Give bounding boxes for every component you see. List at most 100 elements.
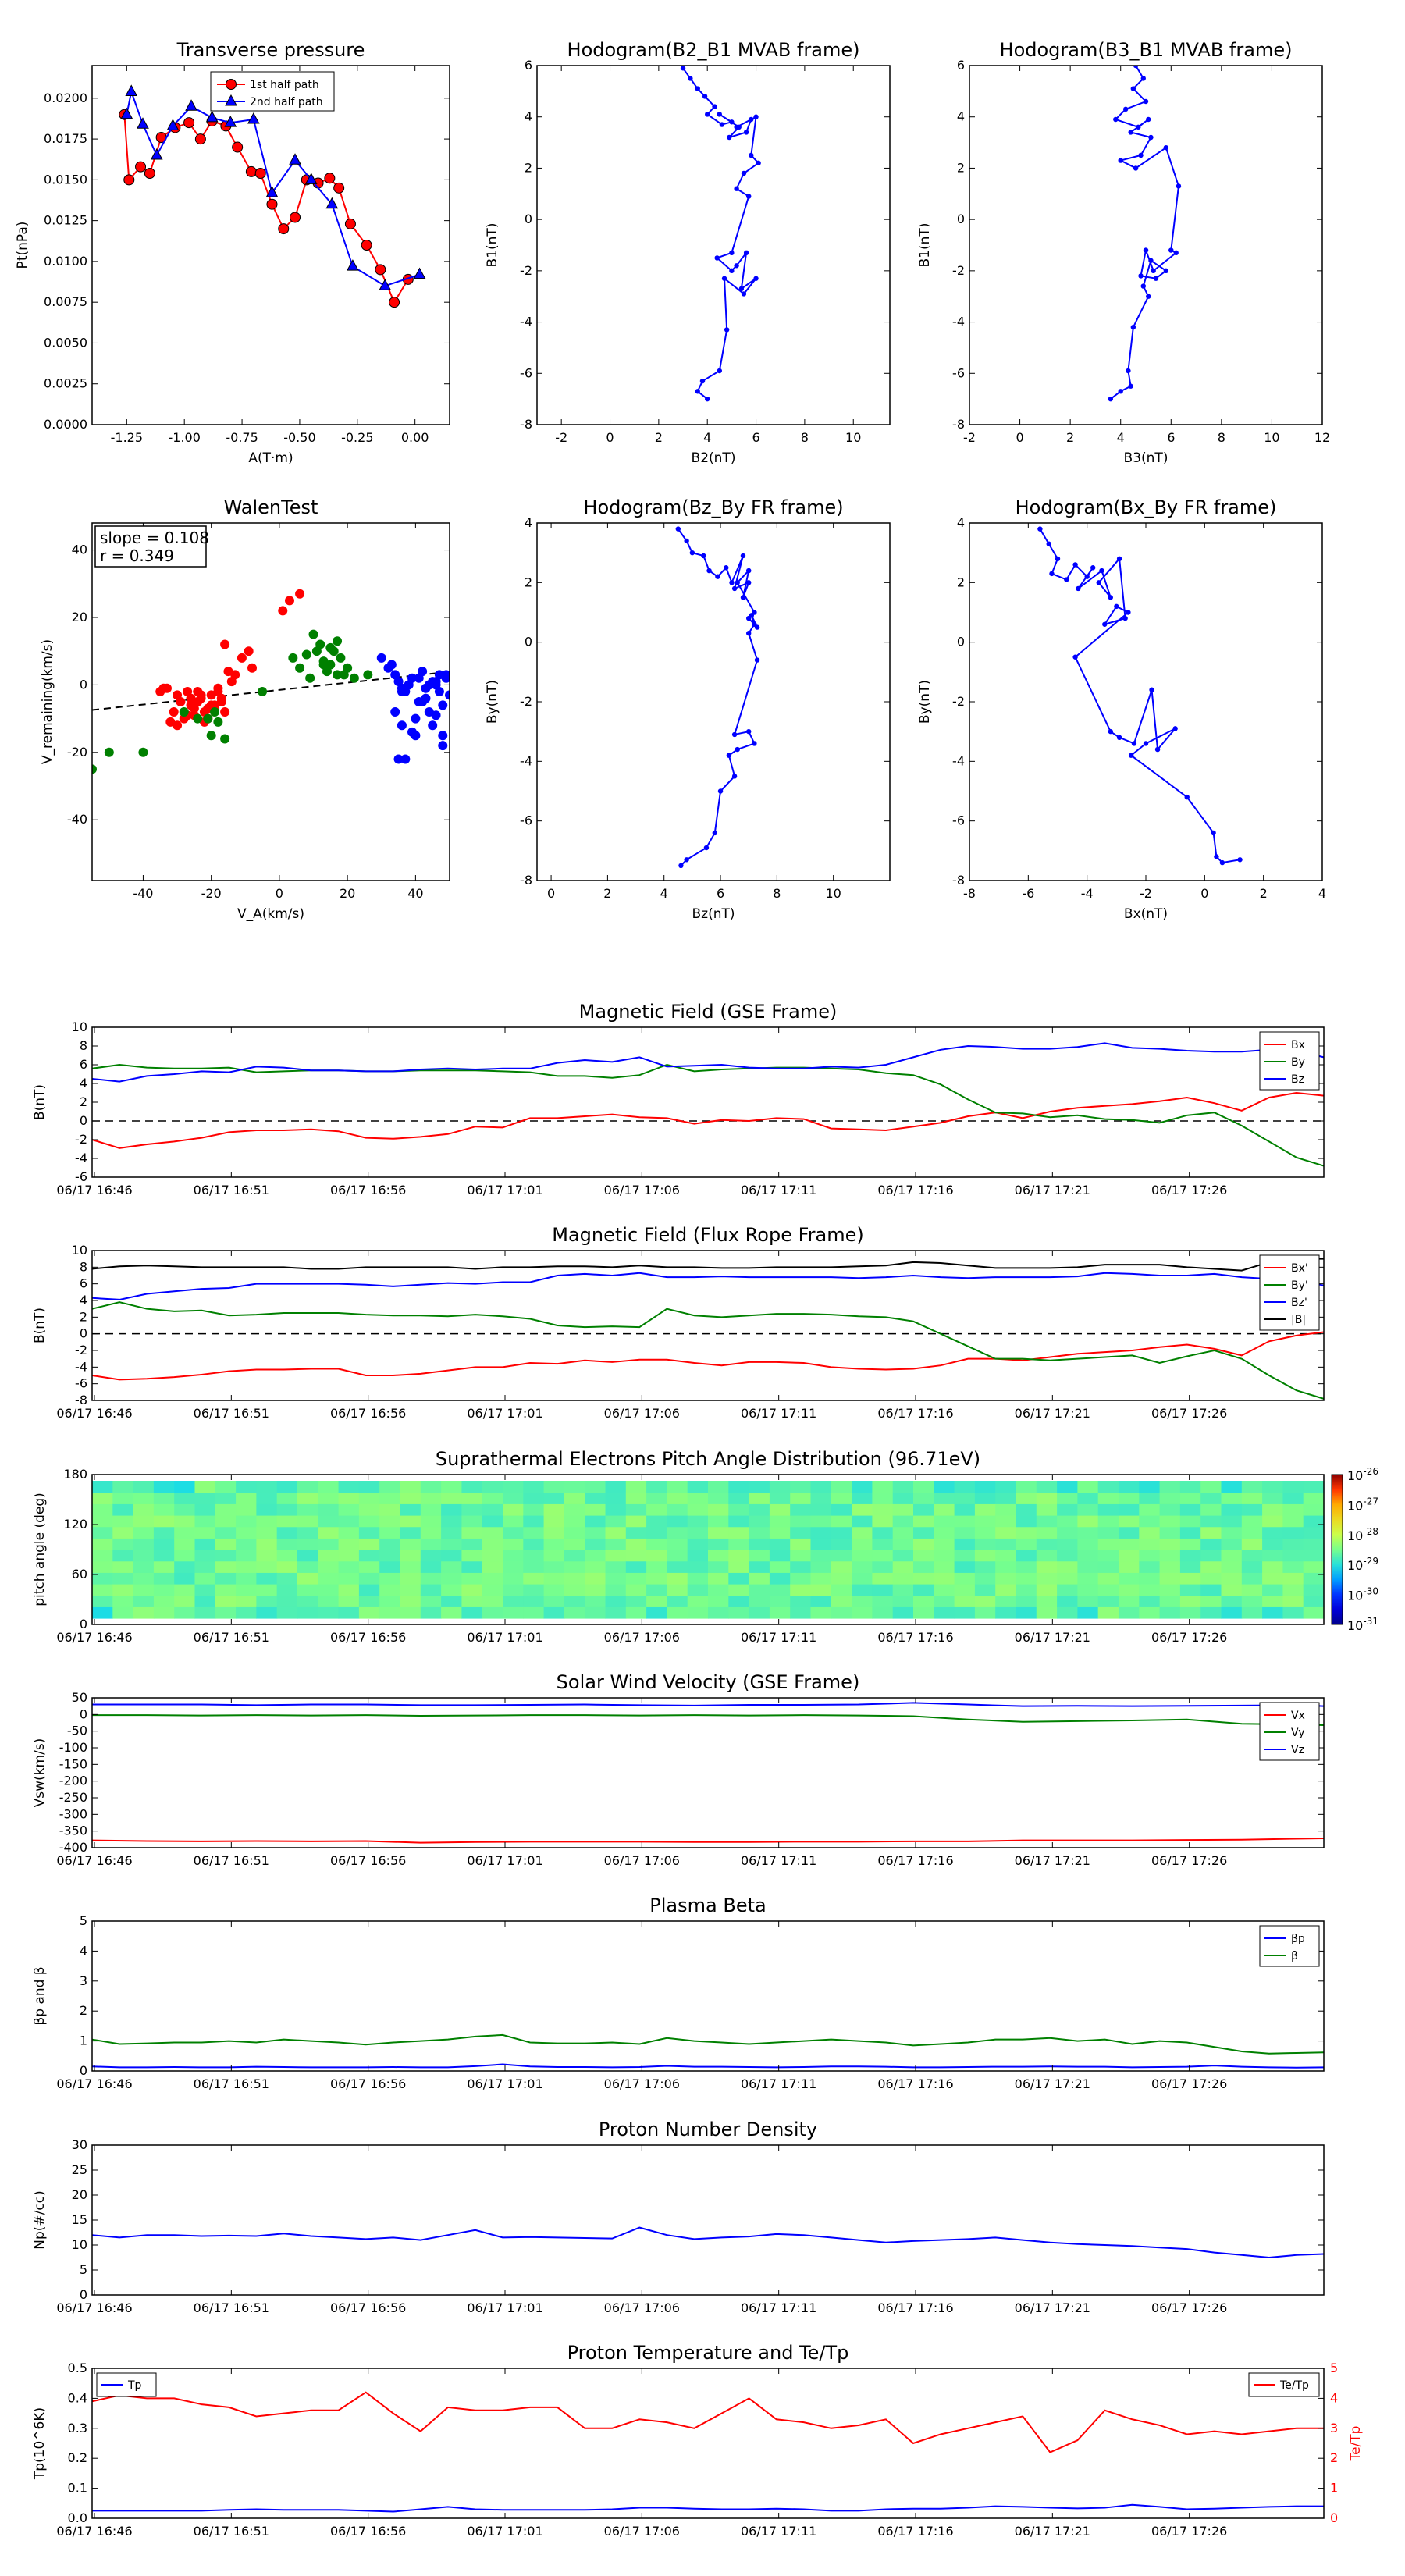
heatmap-cell	[400, 1526, 422, 1539]
heatmap-cell	[256, 1595, 278, 1607]
data-point	[176, 697, 186, 706]
plot-area	[92, 589, 450, 774]
data-point	[678, 863, 684, 869]
heatmap-cell	[1200, 1572, 1222, 1585]
y-tick-label: -20	[67, 745, 87, 760]
heatmap-cell	[1077, 1560, 1099, 1573]
heatmap-cell	[482, 1538, 503, 1550]
heatmap-cell	[174, 1538, 196, 1550]
data-point	[1046, 541, 1051, 546]
heatmap-cell	[236, 1538, 257, 1550]
heatmap-cell	[1282, 1572, 1304, 1585]
data-point	[185, 99, 197, 111]
y-tick-label: -40	[67, 812, 87, 827]
y-tick-label: 2	[525, 160, 532, 175]
heatmap-cell	[441, 1538, 462, 1550]
heatmap-cell	[749, 1560, 770, 1573]
heatmap-cell	[810, 1572, 832, 1585]
heatmap-cell	[831, 1481, 852, 1493]
heatmap-cell	[852, 1526, 873, 1539]
heatmap-cell	[523, 1492, 545, 1504]
heatmap-cell	[256, 1503, 278, 1516]
data-point	[173, 720, 183, 731]
heatmap-cell	[708, 1538, 729, 1550]
heatmap-cell	[503, 1606, 524, 1619]
y-tick-label: 2	[80, 2003, 87, 2018]
heatmap-cell	[1016, 1572, 1037, 1585]
colorbar-label: 10-30	[1347, 1586, 1378, 1603]
heatmap-cell	[358, 1606, 380, 1619]
chart-title: Magnetic Field (Flux Rope Frame)	[552, 1224, 863, 1246]
x-tick-label: 06/17 17:06	[604, 1853, 680, 1868]
data-point	[1126, 610, 1131, 615]
legend-label: Te/Tp	[1279, 2379, 1309, 2392]
x-axis-label: Bz(nT)	[692, 906, 735, 922]
heatmap-cell	[523, 1503, 545, 1516]
y-axis-label: By(nT)	[485, 680, 500, 724]
data-point	[715, 574, 720, 579]
heatmap-cell	[954, 1515, 976, 1528]
heatmap-cell	[831, 1572, 852, 1585]
y-tick-label: -6	[952, 365, 965, 380]
data-point	[1237, 857, 1243, 863]
data-point	[224, 116, 237, 127]
heatmap-cell	[728, 1503, 750, 1516]
y-right-tick-label: 3	[1330, 2421, 1338, 2435]
heatmap-cell	[605, 1492, 627, 1504]
x-tick-label: 6	[1167, 430, 1175, 445]
heatmap-cell	[564, 1560, 585, 1573]
heatmap-cell	[810, 1595, 832, 1607]
colorbar-label: 10-27	[1347, 1496, 1378, 1513]
heatmap-cell	[1303, 1492, 1325, 1504]
data-point	[169, 706, 179, 717]
x-tick-label: 06/17 16:51	[194, 1406, 269, 1421]
heatmap-cell	[1119, 1515, 1140, 1528]
heatmap-cell	[1262, 1550, 1283, 1562]
x-tick-label: 10	[826, 886, 841, 901]
heatmap-cell	[1057, 1503, 1078, 1516]
x-tick-label: 8	[773, 886, 781, 901]
data-point	[1136, 124, 1141, 130]
heatmap-cell	[954, 1606, 976, 1619]
data-point	[1122, 615, 1128, 621]
heatmap-cell	[605, 1503, 627, 1516]
series-line	[682, 67, 760, 400]
heatmap-cell	[1159, 1572, 1181, 1585]
heatmap-cell	[1179, 1595, 1201, 1607]
heatmap-cell	[194, 1526, 216, 1539]
heatmap-cell	[400, 1595, 422, 1607]
x-tick-label: 10	[1264, 430, 1279, 445]
colorbar	[1331, 1474, 1343, 1625]
data-point	[213, 683, 223, 693]
x-tick-label: 4	[1318, 886, 1326, 901]
heatmap-cell	[1282, 1560, 1304, 1573]
x-tick-label: 06/17 17:16	[877, 1630, 953, 1645]
x-tick-label: -2	[963, 430, 976, 445]
heatmap-cell	[276, 1526, 298, 1539]
heatmap-cell	[461, 1526, 483, 1539]
heatmap-cell	[1036, 1606, 1058, 1619]
data-point	[189, 703, 199, 713]
data-point	[754, 657, 760, 663]
x-tick-label: 06/17 16:46	[56, 2524, 132, 2539]
heatmap-cell	[1119, 1606, 1140, 1619]
heatmap-cell	[564, 1550, 585, 1562]
data-point	[1149, 687, 1154, 692]
heatmap-cell	[749, 1503, 770, 1516]
heatmap-cell	[728, 1606, 750, 1619]
heatmap-cell	[1221, 1572, 1243, 1585]
y-tick-label: 20	[72, 610, 87, 624]
heatmap-cell	[769, 1560, 791, 1573]
y-tick-label: -4	[520, 753, 532, 768]
heatmap-cell	[585, 1503, 606, 1516]
heatmap-cell	[1282, 1481, 1304, 1493]
heatmap-cell	[400, 1606, 422, 1619]
heatmap-cell	[153, 1515, 175, 1528]
plot-frame	[91, 65, 450, 425]
heatmap-cell	[1262, 1606, 1283, 1619]
heatmap-cell	[810, 1492, 832, 1504]
heatmap-cell	[1200, 1492, 1222, 1504]
heatmap-cell	[174, 1550, 196, 1562]
heatmap-cell	[503, 1526, 524, 1539]
data-point	[753, 114, 759, 119]
